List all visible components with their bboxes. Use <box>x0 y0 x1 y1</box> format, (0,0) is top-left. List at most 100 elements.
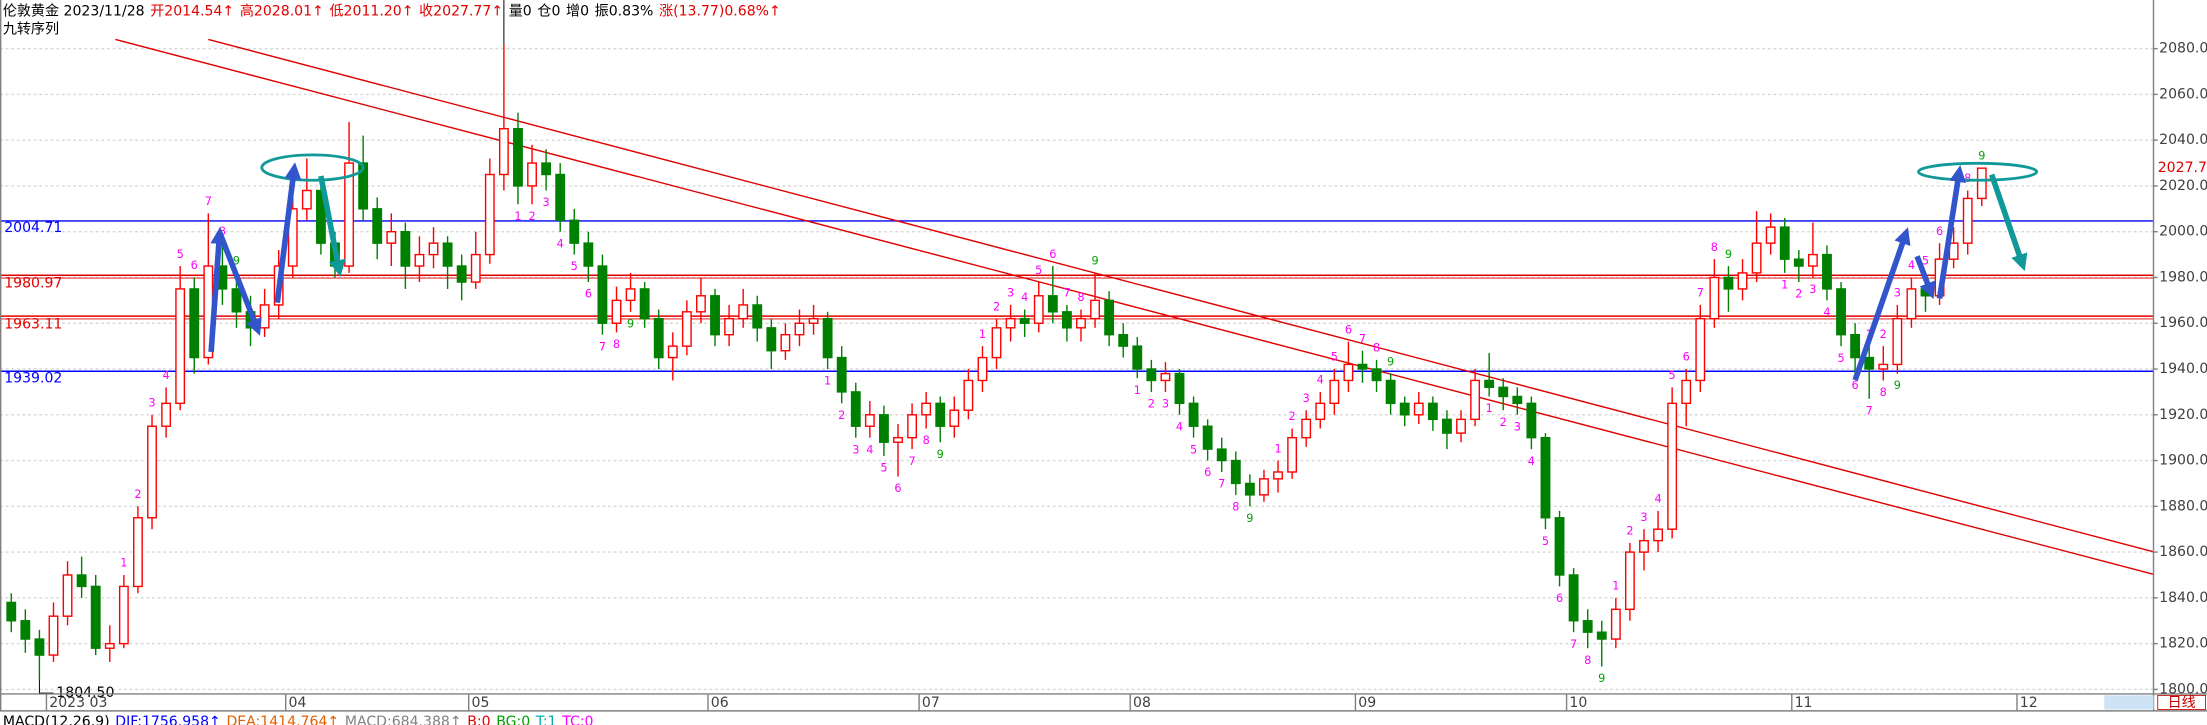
candle-body <box>1385 379 1396 405</box>
td-count: 7 <box>1063 287 1070 300</box>
td-count: 4 <box>1317 374 1324 387</box>
candle-body <box>498 128 509 176</box>
candle-body <box>513 128 523 187</box>
td-count: 2 <box>1500 416 1507 429</box>
candle-body <box>1836 288 1846 336</box>
candle-body <box>1709 276 1720 320</box>
candle-body <box>1892 317 1903 366</box>
macd-item: DIF:1756.958↑ <box>115 714 221 725</box>
candle-body <box>104 642 115 649</box>
td-count: 6 <box>894 482 901 495</box>
td-count: 6 <box>1345 323 1352 336</box>
arrow <box>274 162 302 304</box>
trend-lines <box>115 38 2154 576</box>
x-tick-label: 04 <box>289 695 307 711</box>
x-tick-label: 07 <box>922 695 940 711</box>
level-label: 2004.71 <box>4 220 62 236</box>
candle-body <box>1864 356 1875 370</box>
candle-body <box>1371 368 1382 382</box>
candle-body <box>597 265 608 324</box>
candle-body <box>1216 448 1227 462</box>
candle-body <box>724 317 735 336</box>
candle-body <box>442 242 453 267</box>
td-count: 2 <box>1289 410 1296 423</box>
td-count: 1 <box>1612 580 1619 593</box>
td-count: 6 <box>1852 379 1859 392</box>
header-item: 低2011.20↑ <box>329 3 413 19</box>
candle-body <box>20 620 31 640</box>
td-count: 3 <box>1809 283 1816 296</box>
td-count: 7 <box>908 455 915 468</box>
period-label[interactable]: 日线 <box>2168 695 2196 711</box>
candle-body <box>6 601 17 622</box>
x-tick-label: 05 <box>472 695 490 711</box>
candle-body <box>1470 379 1481 421</box>
candle-body <box>1596 631 1607 640</box>
low-label: 1804.50 <box>56 685 114 701</box>
candle-body <box>1653 528 1663 542</box>
td-count: 6 <box>1556 592 1563 605</box>
candle-body <box>780 333 791 352</box>
macd-line: MACD(12,26,9) DIF:1756.958↑ DEA:1414.764↑ M… <box>3 714 594 725</box>
candle-body <box>1695 317 1706 382</box>
candle-body <box>1118 333 1129 347</box>
arrow <box>208 226 228 353</box>
td-count: 5 <box>1190 443 1197 456</box>
macd-item: B:0 <box>467 714 490 725</box>
arrow <box>1914 255 1936 300</box>
td-count: 9 <box>233 255 240 268</box>
candle-body <box>949 409 960 427</box>
header-item: 收2027.77↑ <box>419 3 503 19</box>
y-tick-label: 2040.00 <box>2159 132 2207 148</box>
period-box[interactable] <box>2157 694 2207 710</box>
candle-body <box>766 327 777 352</box>
candle-body <box>1005 317 1016 329</box>
td-count: 4 <box>1823 306 1830 319</box>
macd-item: MACD(12,26,9) <box>3 714 110 725</box>
td-count: 5 <box>1837 352 1844 365</box>
td-count: 9 <box>1894 379 1901 392</box>
x-tick-label: 06 <box>711 695 729 711</box>
candle-body <box>456 265 467 283</box>
candle-body <box>738 304 749 320</box>
level-label: 1980.97 <box>4 276 62 292</box>
candle-body <box>76 574 87 588</box>
macd-item: TC:0 <box>561 714 593 725</box>
x-tick-label: 10 <box>1569 695 1587 711</box>
td-count: 7 <box>1697 287 1704 300</box>
candle-body <box>569 219 580 244</box>
candle-body <box>1399 402 1410 416</box>
td-count: 2 <box>1148 398 1155 411</box>
header-item: 振0.83% <box>595 3 654 19</box>
candle-body <box>1160 372 1171 382</box>
td-count: 2 <box>1880 328 1887 341</box>
ellipse <box>260 153 365 182</box>
td-count: 4 <box>866 443 873 456</box>
candle-body <box>1850 333 1861 359</box>
td-count: 7 <box>1866 404 1873 417</box>
td-count: 1 <box>1134 384 1141 397</box>
candle-body <box>48 615 59 656</box>
grid <box>0 47 2154 691</box>
candle-body <box>1779 226 1790 260</box>
macd-item: MACD:684.388↑ <box>345 714 462 725</box>
macd-item: T:1 <box>535 714 557 725</box>
candle-body <box>1132 345 1143 370</box>
x-tick-label: 12 <box>2020 695 2038 711</box>
candle-body <box>301 189 312 210</box>
td-count: 5 <box>177 248 184 261</box>
td-count: 2 <box>838 409 845 422</box>
candle-body <box>189 288 200 359</box>
td-count: 7 <box>599 340 606 353</box>
y-tick-label: 1940.00 <box>2159 361 2207 377</box>
td-count: 5 <box>1331 351 1338 364</box>
candle-body <box>344 162 354 267</box>
td-count: 8 <box>923 434 930 447</box>
y-tick-label: 2020.00 <box>2159 178 2207 194</box>
td-count: 8 <box>1232 501 1239 514</box>
trend-line <box>208 38 2154 553</box>
candle-body <box>1667 402 1678 530</box>
candle-body <box>175 288 186 405</box>
candle-body <box>963 379 974 411</box>
